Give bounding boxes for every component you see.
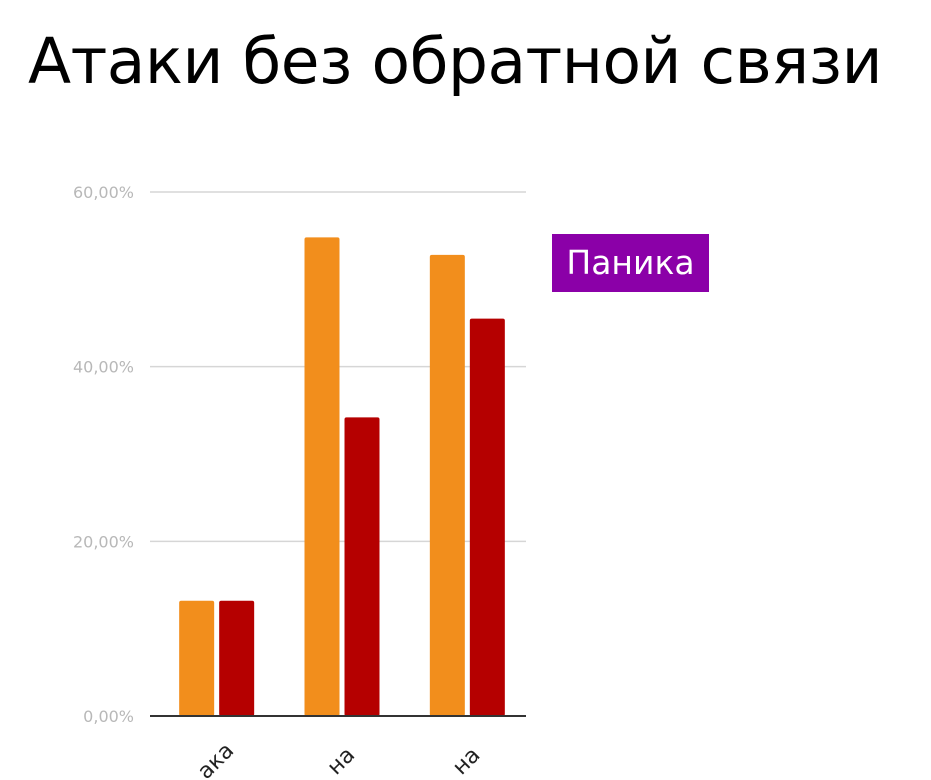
x-category-label: ака bbox=[193, 738, 239, 780]
legend-badge-panic: Паника bbox=[552, 234, 709, 292]
y-tick-label: 20,00% bbox=[73, 532, 134, 551]
x-category-label: на bbox=[323, 743, 360, 780]
bar-series2-2 bbox=[344, 417, 380, 716]
y-tick-label: 60,00% bbox=[73, 183, 134, 202]
bars bbox=[179, 237, 505, 716]
x-axis-labels: ака на на bbox=[193, 738, 485, 780]
y-tick-label: 0,00% bbox=[83, 707, 134, 726]
y-axis-ticks: 0,00% 20,00% 40,00% 60,00% bbox=[73, 183, 134, 726]
x-category-label: на bbox=[448, 743, 485, 780]
bar-series1-1 bbox=[179, 600, 215, 716]
page-title: Атаки без обратной связи bbox=[28, 25, 883, 98]
bar-series2-3 bbox=[469, 318, 505, 716]
y-tick-label: 40,00% bbox=[73, 358, 134, 377]
bar-series1-3 bbox=[429, 254, 465, 716]
bar-series1-2 bbox=[304, 237, 340, 716]
bar-series2-1 bbox=[219, 600, 255, 716]
